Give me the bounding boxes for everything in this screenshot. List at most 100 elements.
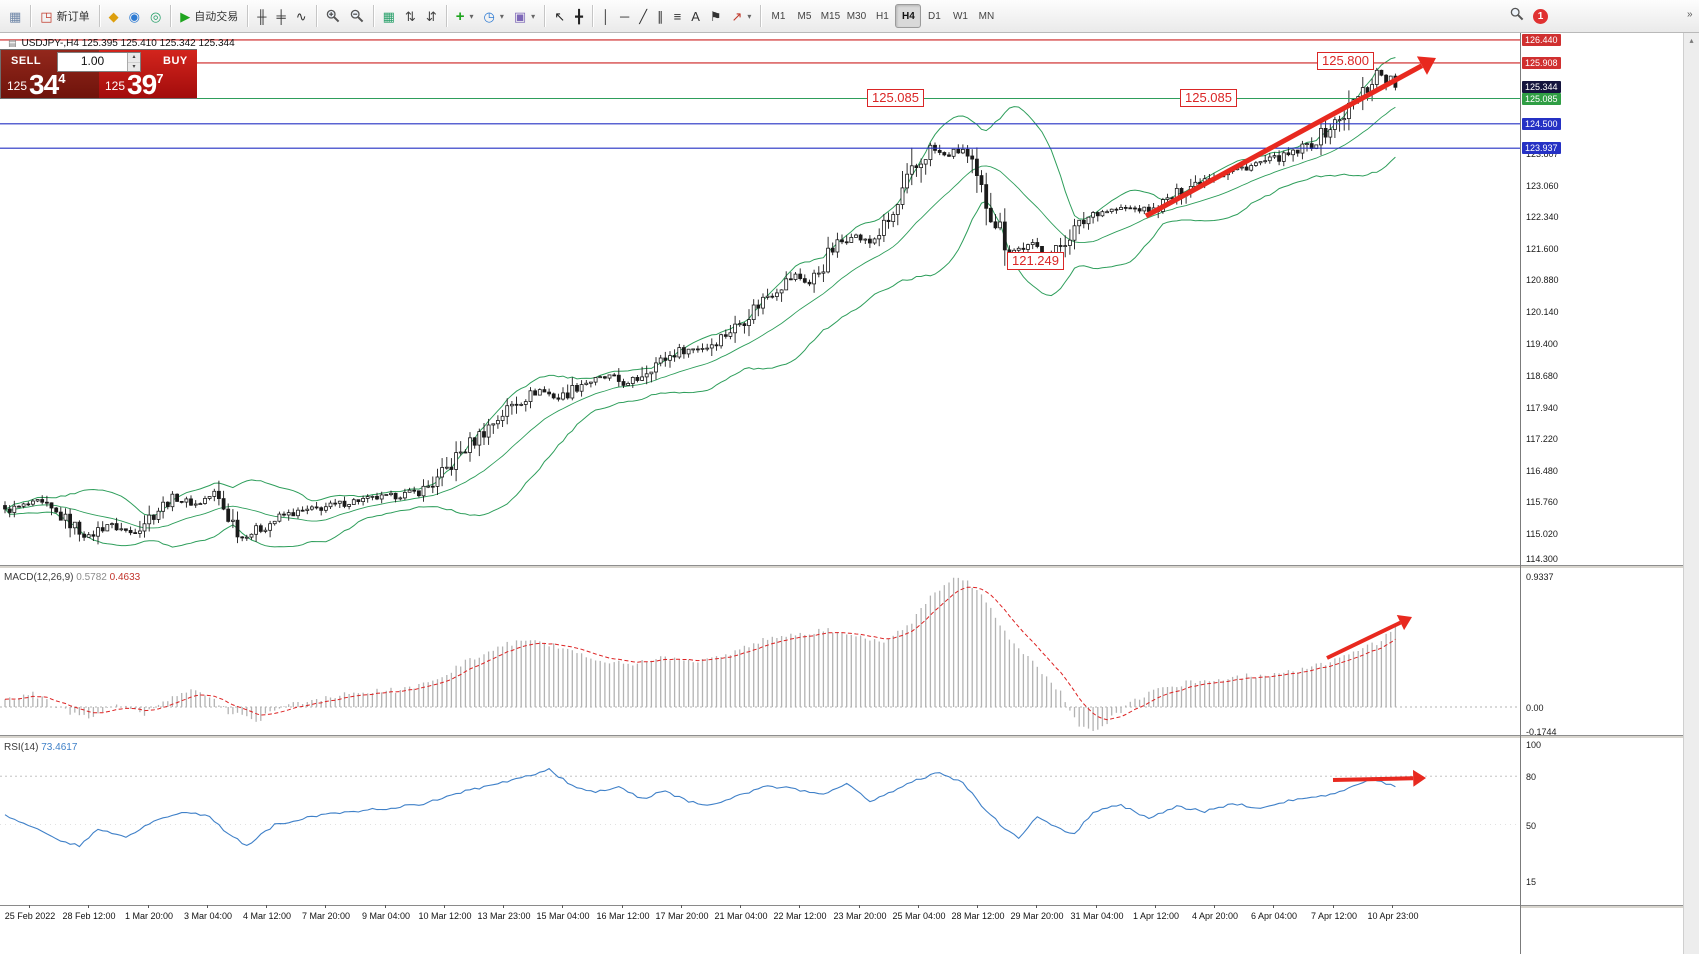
channel-button[interactable]: ∥: [652, 4, 669, 28]
rsi-scale-label: 80: [1526, 772, 1537, 783]
bars-chart-button-glyph: ╫: [257, 8, 267, 24]
price-annotation[interactable]: 125.085: [1180, 89, 1237, 107]
shapes-button[interactable]: ↗ ▾: [727, 4, 757, 28]
time-tick: [325, 905, 326, 908]
tile-windows-button-glyph: ▦: [382, 8, 395, 24]
time-label: 13 Mar 23:00: [477, 911, 531, 921]
timeframe-h4[interactable]: H4: [895, 4, 922, 28]
shapes-button-glyph: ↗: [731, 8, 743, 24]
notification-badge[interactable]: 1: [1533, 9, 1548, 24]
buy-price-pip: 7: [156, 71, 164, 86]
volume-up-button[interactable]: ▴: [128, 53, 140, 63]
signals-icon[interactable]: ◎: [145, 4, 166, 28]
search-icon[interactable]: [1510, 7, 1524, 26]
vertical-scrollbar[interactable]: ▴: [1683, 33, 1699, 954]
autotrading-button[interactable]: ▶ 自动交易: [175, 4, 243, 28]
indicators-button-glyph: +: [455, 7, 465, 25]
timeframe-mn[interactable]: MN: [978, 10, 995, 22]
time-tick: [29, 905, 30, 908]
indicators-button-dropdown-icon[interactable]: ▾: [469, 11, 474, 21]
line-chart-button[interactable]: ∿: [291, 4, 312, 28]
pane-separator[interactable]: [0, 735, 1520, 739]
time-label: 25 Mar 04:00: [892, 911, 946, 921]
price-scale[interactable]: 123.807123.060122.340121.600120.880120.1…: [1520, 33, 1684, 954]
new-order-button[interactable]: ◳ 新订单: [35, 4, 94, 28]
price-tick-label: 118.680: [1526, 370, 1558, 381]
price-annotation[interactable]: 121.249: [1007, 252, 1064, 270]
cursor-button-glyph: ↖: [554, 8, 566, 24]
channel-button-glyph: ∥: [657, 8, 664, 24]
macd-signal-value: 0.4633: [109, 572, 141, 583]
bars-chart-button[interactable]: ╫: [252, 4, 271, 28]
time-tick: [562, 905, 563, 908]
time-label: 4 Apr 20:00: [1191, 911, 1239, 921]
time-tick: [799, 905, 800, 908]
crosshair-button[interactable]: ╋: [570, 4, 588, 28]
rsi-name: RSI(14): [4, 742, 39, 753]
metaeditor-icon-glyph: ◆: [108, 8, 119, 24]
new-order-button-glyph: ◳: [40, 8, 53, 24]
price-annotation[interactable]: 125.800: [1317, 52, 1374, 70]
timeframe-d1[interactable]: D1: [928, 10, 941, 22]
sell-price-pip: 4: [58, 71, 66, 86]
signals-icon-glyph: ◎: [149, 8, 162, 24]
rsi-label: RSI(14) 73.4617: [4, 742, 77, 753]
pane-separator[interactable]: [0, 565, 1520, 569]
timeframe-h1[interactable]: H1: [876, 10, 889, 22]
time-axis[interactable]: 25 Feb 2022 28 Feb 12:00 1 Mar 20:00 3 Mar …: [0, 905, 1520, 924]
one-click-trading-panel: SELL 125 34 4 BUY 125 39 7 1.00 ▴ ▾: [0, 49, 197, 99]
label-button-glyph: ⚑: [709, 8, 722, 24]
chart-window-icon[interactable]: ▦: [4, 4, 26, 28]
fibonacci-button[interactable]: ≡: [669, 4, 687, 28]
zoom-out-button[interactable]: [345, 4, 369, 28]
price-tick-label: 120.140: [1526, 307, 1559, 318]
timeframe-m15[interactable]: M15: [820, 10, 841, 22]
arrange-windows-button[interactable]: ⇵: [421, 4, 442, 28]
vertical-line-button[interactable]: │: [597, 4, 615, 28]
cascade-windows-button[interactable]: ⇅: [400, 4, 421, 28]
timeframe-m30[interactable]: M30: [846, 10, 867, 22]
candles-chart-button[interactable]: ╪: [272, 4, 291, 28]
volume-value[interactable]: 1.00: [80, 54, 105, 68]
time-tick: [503, 905, 504, 908]
volume-down-button[interactable]: ▾: [132, 63, 136, 70]
label-button[interactable]: ⚑: [705, 4, 727, 28]
price-tag: 123.937: [1522, 142, 1561, 155]
text-button[interactable]: A: [686, 4, 705, 28]
templates-button-dropdown-icon[interactable]: ▾: [531, 11, 536, 21]
metaeditor-icon[interactable]: ◆: [104, 4, 124, 28]
cursor-button[interactable]: ↖: [549, 4, 570, 28]
price-tag: 125.344: [1522, 81, 1561, 94]
timeframe-m5[interactable]: M5: [797, 10, 812, 22]
indicators-button[interactable]: + ▾: [451, 4, 479, 28]
time-tick: [88, 905, 89, 908]
toolbar-separator: [760, 5, 762, 27]
volume-input[interactable]: 1.00 ▴ ▾: [57, 52, 141, 72]
price-tick-label: 114.300: [1526, 554, 1558, 564]
price-tick-label: 123.060: [1526, 181, 1559, 192]
price-tag: 125.085: [1522, 92, 1561, 105]
tile-windows-button[interactable]: ▦: [378, 4, 400, 28]
toolbar-overflow-icon[interactable]: »: [1687, 9, 1693, 20]
timeframe-m1[interactable]: M1: [771, 10, 786, 22]
scrollbar-up-icon[interactable]: ▴: [1689, 36, 1694, 45]
trendline-button[interactable]: ╱: [634, 4, 652, 28]
price-tick-label: 121.600: [1526, 244, 1559, 255]
candles-chart-button-glyph: ╪: [276, 8, 286, 24]
price-annotation[interactable]: 125.085: [867, 89, 924, 107]
templates-button[interactable]: ▣ ▾: [509, 4, 540, 28]
timeframe-w1[interactable]: W1: [952, 10, 968, 22]
chart-svg[interactable]: [0, 0, 1520, 954]
periods-button[interactable]: ◷ ▾: [479, 4, 509, 28]
zoom-in-button[interactable]: [321, 4, 345, 28]
periods-button-glyph: ◷: [483, 8, 495, 24]
market-icon[interactable]: ◉: [124, 4, 145, 28]
price-tick-label: 115.760: [1526, 496, 1558, 507]
toolbar-separator: [30, 5, 32, 27]
shapes-button-dropdown-icon[interactable]: ▾: [747, 11, 752, 21]
macd-scale-label: 0.00: [1526, 703, 1544, 713]
horizontal-line-button[interactable]: ─: [615, 4, 634, 28]
chart-canvas[interactable]: [0, 0, 1520, 954]
time-label: 16 Mar 12:00: [596, 911, 650, 921]
periods-button-dropdown-icon[interactable]: ▾: [499, 11, 504, 21]
